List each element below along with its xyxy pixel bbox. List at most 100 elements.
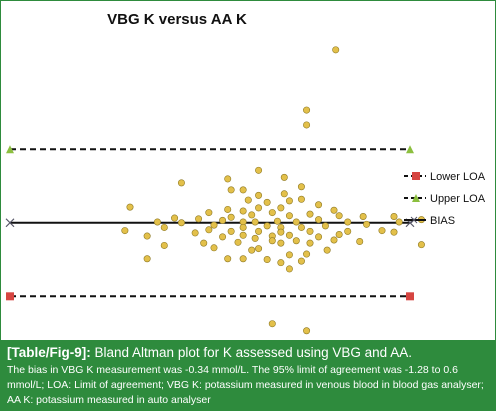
data-point	[227, 186, 235, 194]
legend-lower-loa-marker	[412, 172, 420, 180]
data-point	[177, 179, 185, 187]
data-point	[277, 228, 285, 236]
data-point	[210, 221, 218, 229]
data-point	[210, 244, 218, 252]
data-point	[332, 46, 340, 54]
data-point	[273, 217, 281, 225]
data-point	[297, 257, 305, 265]
data-point	[263, 222, 271, 230]
data-point	[315, 201, 323, 209]
data-point	[277, 239, 285, 247]
data-point	[244, 196, 252, 204]
data-point	[248, 246, 256, 254]
legend-label-lower-loa: Lower LOA	[430, 171, 486, 183]
data-point	[224, 175, 232, 183]
caption-tag: [Table/Fig-9]:	[7, 345, 91, 360]
data-point	[285, 212, 293, 220]
data-point	[285, 197, 293, 205]
data-point	[255, 204, 263, 212]
data-point	[359, 212, 367, 220]
data-point	[160, 223, 168, 231]
bland-altman-chart: Lower LOA Upper LOA BIAS	[5, 46, 486, 335]
data-point	[321, 222, 329, 230]
data-point	[255, 166, 263, 174]
data-point	[306, 210, 314, 218]
data-point	[297, 195, 305, 203]
data-point	[263, 256, 271, 264]
data-point	[177, 219, 185, 227]
lower-loa-marker-right	[406, 292, 414, 301]
legend-upper-loa-marker	[412, 194, 420, 202]
legend-bias-marker	[410, 216, 418, 224]
upper-loa-marker-left	[6, 145, 14, 154]
chart-area: Lower LOA Upper LOA BIAS VBG K versus AA K	[2, 2, 494, 340]
data-point	[153, 218, 161, 226]
data-point	[248, 211, 256, 219]
data-point	[390, 212, 398, 220]
data-point	[205, 209, 213, 217]
data-point	[344, 218, 352, 226]
data-point	[219, 216, 227, 224]
data-point	[239, 186, 247, 194]
data-point	[268, 320, 276, 328]
bias-marker-left	[5, 218, 15, 228]
data-point	[297, 223, 305, 231]
data-point	[205, 226, 213, 234]
data-point	[143, 232, 151, 240]
data-point	[277, 204, 285, 212]
data-point	[303, 327, 311, 335]
data-point	[285, 251, 293, 259]
chart-title: VBG K versus AA K	[107, 11, 247, 28]
data-point	[263, 198, 271, 206]
data-point	[335, 212, 343, 220]
data-point	[306, 227, 314, 235]
data-point	[255, 245, 263, 253]
data-point	[303, 121, 311, 129]
caption-heading-line: [Table/Fig-9]: Bland Altman plot for K a…	[7, 344, 489, 361]
data-point	[335, 230, 343, 238]
data-point	[126, 203, 134, 211]
caption-body: The bias in VBG K measurement was -0.34 …	[7, 364, 484, 406]
data-point	[390, 228, 398, 236]
figure-caption: [Table/Fig-9]: Bland Altman plot for K a…	[1, 340, 495, 410]
data-point	[315, 216, 323, 224]
data-point	[277, 259, 285, 267]
data-point	[292, 218, 300, 226]
data-point	[227, 213, 235, 221]
data-point	[195, 215, 203, 223]
data-point	[280, 173, 288, 181]
data-point	[297, 183, 305, 191]
data-point	[285, 231, 293, 239]
data-point	[255, 227, 263, 235]
data-point	[323, 246, 331, 254]
data-point	[143, 255, 151, 263]
data-point	[280, 190, 288, 198]
data-point	[200, 239, 208, 247]
data-point	[239, 255, 247, 263]
data-point	[268, 237, 276, 245]
data-point	[330, 236, 338, 244]
data-point	[239, 223, 247, 231]
upper-loa-marker-right	[406, 145, 414, 154]
data-point	[160, 241, 168, 249]
data-point	[330, 206, 338, 214]
data-point	[303, 250, 311, 258]
data-point	[239, 207, 247, 215]
caption-heading: Bland Altman plot for K assessed using V…	[94, 345, 412, 360]
data-point	[395, 218, 403, 226]
lower-loa-marker-left	[6, 292, 14, 301]
data-point	[268, 209, 276, 217]
data-point	[224, 255, 232, 263]
data-point	[171, 214, 179, 222]
data-point	[121, 227, 129, 235]
data-point	[227, 227, 235, 235]
data-point	[356, 238, 364, 246]
data-point	[292, 237, 300, 245]
data-point	[255, 191, 263, 199]
data-point	[251, 218, 259, 226]
data-point	[285, 265, 293, 273]
data-point	[234, 238, 242, 246]
data-point	[306, 239, 314, 247]
data-point	[251, 234, 259, 242]
